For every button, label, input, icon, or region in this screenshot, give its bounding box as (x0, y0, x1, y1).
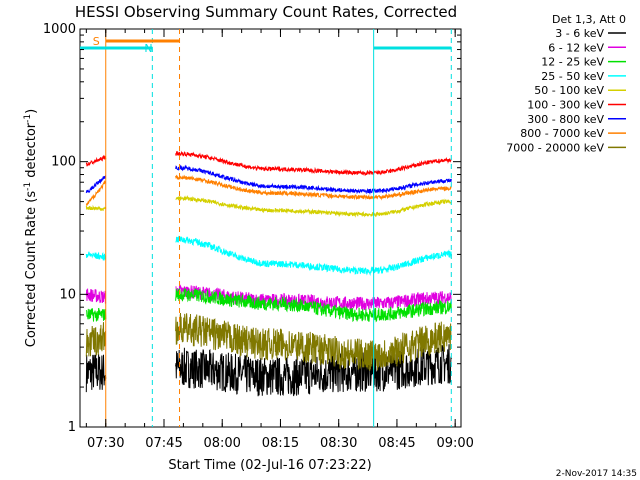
series-segment (175, 195, 452, 218)
legend-label: 12 - 25 keV (541, 56, 604, 69)
series-segment (85, 154, 107, 167)
y-tick-label: 10 (59, 287, 76, 302)
x-tick-label: 08:00 (203, 436, 240, 451)
series-segment (85, 180, 107, 207)
series-segment (85, 175, 107, 194)
legend-label: 300 - 800 keV (527, 113, 604, 126)
series-segment (175, 150, 452, 177)
y-axis-label: Corrected Count Rate (s-1 detector-1) (23, 109, 39, 347)
y-label-sup-2: -1 (23, 114, 33, 123)
x-axis: 07:30 07:45 08:00 08:15 08:30 08:45 09:00 (85, 29, 474, 451)
x-tick-label: 08:30 (320, 436, 357, 451)
y-tick-label: 1000 (43, 22, 76, 37)
series-segment (85, 288, 107, 304)
series-layer (85, 150, 452, 397)
x-tick-label: 09:00 (436, 436, 473, 451)
series-segment (85, 354, 107, 393)
series-trace (85, 174, 452, 207)
series-segment (85, 322, 106, 357)
legend-label: 3 - 6 keV (555, 27, 604, 40)
series-trace (85, 344, 452, 397)
legend-label: 6 - 12 keV (548, 41, 604, 54)
series-trace (85, 235, 452, 276)
series-segment (85, 251, 107, 261)
legend-label: 50 - 100 keV (534, 84, 604, 97)
series-segment (175, 174, 452, 201)
y-label-part-2: detector (24, 122, 39, 182)
legend-label: 100 - 300 keV (527, 99, 604, 112)
y-tick-label: 1 (68, 420, 76, 435)
x-tick-label: 07:30 (87, 436, 124, 451)
x-tick-label: 08:15 (262, 436, 299, 451)
flag-layer: SN (80, 35, 452, 55)
series-trace (85, 195, 452, 218)
y-label-part-1: Corrected Count Rate (s (24, 191, 39, 348)
series-segment (175, 235, 452, 276)
x-tick-label: 07:45 (145, 436, 182, 451)
x-axis-label: Start Time (02-Jul-16 07:23:22) (168, 458, 371, 473)
y-label-part-3: ) (24, 109, 39, 114)
series-segment (175, 344, 452, 397)
y-axis: 1 10 100 1000 (43, 22, 461, 435)
series-trace (85, 150, 452, 177)
chart-title: HESSI Observing Summary Count Rates, Cor… (75, 3, 457, 21)
plot-frame (79, 28, 462, 428)
legend-label: 7000 - 20000 keV (506, 141, 604, 154)
legend-label: 800 - 7000 keV (520, 127, 604, 140)
series-trace (85, 288, 452, 323)
legend-label: 25 - 50 keV (541, 70, 604, 83)
series-trace (85, 312, 452, 371)
series-segment (175, 312, 452, 371)
x-tick-label: 08:45 (378, 436, 415, 451)
marker-layer (105, 29, 452, 427)
flag-label: S (93, 35, 100, 48)
series-segment (175, 288, 452, 323)
y-tick-label: 100 (51, 155, 76, 170)
series-segment (175, 164, 452, 195)
series-trace (85, 164, 452, 195)
flag-label: N (144, 42, 152, 55)
series-trace (85, 284, 452, 311)
legend-title: Det 1,3, Att 0 (552, 13, 626, 26)
series-segment (85, 307, 107, 322)
footer-date: 2-Nov-2017 14:35 (556, 469, 637, 479)
y-label-sup-1: -1 (23, 182, 33, 191)
series-segment (85, 204, 107, 212)
